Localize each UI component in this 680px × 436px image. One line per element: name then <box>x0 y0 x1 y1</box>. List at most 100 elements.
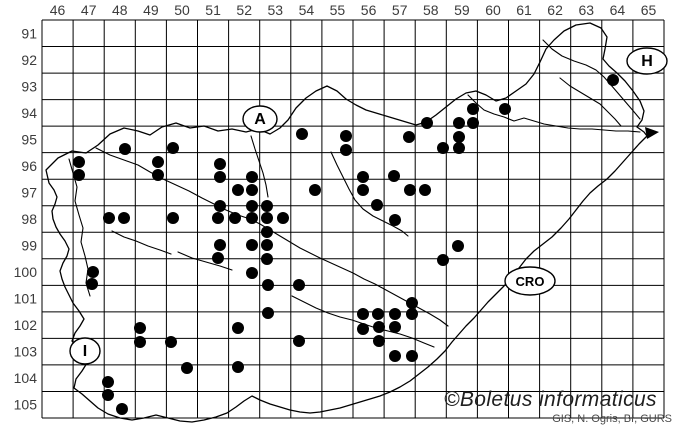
occurrence-dot <box>373 335 385 347</box>
occurrence-dot <box>357 323 369 335</box>
occurrence-dot <box>309 184 321 196</box>
occurrence-dot <box>103 212 115 224</box>
row-label: 99 <box>21 238 37 254</box>
occurrence-dot <box>116 403 128 415</box>
occurrence-dot <box>181 362 193 374</box>
col-label: 53 <box>268 2 284 18</box>
occurrence-dot <box>232 361 244 373</box>
occurrence-dot <box>389 308 401 320</box>
occurrence-dot <box>421 117 433 129</box>
occurrence-dot <box>246 212 258 224</box>
occurrence-dot <box>467 103 479 115</box>
occurrence-dot <box>167 212 179 224</box>
occurrence-dot <box>261 253 273 265</box>
col-label: 61 <box>516 2 532 18</box>
occurrence-dot <box>73 156 85 168</box>
occurrence-dot <box>246 200 258 212</box>
occurrence-dot <box>86 278 98 290</box>
row-label: 92 <box>21 52 37 68</box>
attribution-text: GIS, N. Ogris, BI, GURS <box>552 413 672 425</box>
grid-layer: 46 47 48 49 50 51 52 53 54 55 56 57 58 59 60 61 62 63 64 65… <box>14 2 665 419</box>
country-label-cro: CRO <box>516 274 545 289</box>
occurrence-dot <box>212 252 224 264</box>
occurrence-dot <box>214 158 226 170</box>
col-label: 63 <box>579 2 595 18</box>
occurrence-dot <box>73 169 85 181</box>
col-label: 52 <box>236 2 252 18</box>
col-label: 54 <box>299 2 315 18</box>
occurrence-dot <box>212 212 224 224</box>
row-label: 94 <box>21 105 37 121</box>
country-label-i: I <box>83 343 87 360</box>
col-label: 46 <box>50 2 66 18</box>
occurrence-dot <box>371 199 383 211</box>
row-label: 91 <box>21 25 37 41</box>
occurrence-dot <box>406 350 418 362</box>
occurrence-dot <box>246 171 258 183</box>
country-label-a: A <box>254 111 266 128</box>
country-ellipse-a <box>242 105 278 133</box>
occurrence-dot <box>152 169 164 181</box>
occurrence-dot <box>232 184 244 196</box>
occurrence-dot <box>134 336 146 348</box>
occurrence-dot <box>229 212 241 224</box>
country-ellipse-cro <box>504 266 556 296</box>
occurrence-dot <box>437 254 449 266</box>
occurrence-dot <box>261 212 273 224</box>
occurrence-dot <box>453 142 465 154</box>
occurrence-dot <box>152 156 164 168</box>
row-label: 98 <box>21 211 37 227</box>
occurrence-dot <box>373 321 385 333</box>
occurrence-dots-layer <box>73 74 619 415</box>
row-label: 105 <box>14 397 38 413</box>
occurrence-dot <box>453 131 465 143</box>
occurrence-dot <box>102 376 114 388</box>
col-label: 47 <box>81 2 97 18</box>
occurrence-dot <box>419 184 431 196</box>
row-label: 93 <box>21 78 37 94</box>
occurrence-dot <box>453 117 465 129</box>
row-label: 100 <box>14 264 38 280</box>
occurrence-dot <box>296 128 308 140</box>
occurrence-dot <box>452 240 464 252</box>
occurrence-dot <box>404 184 416 196</box>
occurrence-dot <box>293 335 305 347</box>
occurrence-dot <box>389 350 401 362</box>
occurrence-dot <box>437 142 449 154</box>
country-outline-and-rivers <box>45 22 659 423</box>
occurrence-dot <box>406 297 418 309</box>
occurrence-dot <box>389 321 401 333</box>
occurrence-dot <box>340 130 352 142</box>
row-label: 103 <box>14 344 38 360</box>
river-lines <box>68 39 641 348</box>
col-label: 64 <box>610 2 626 18</box>
country-ellipse-i <box>69 337 101 365</box>
country-ellipse-h <box>626 47 668 75</box>
occurrence-dot <box>246 184 258 196</box>
occurrence-dot <box>261 226 273 238</box>
row-label: 97 <box>21 185 37 201</box>
col-label: 55 <box>330 2 346 18</box>
row-label: 96 <box>21 158 37 174</box>
occurrence-dot <box>232 322 244 334</box>
occurrence-dot <box>118 212 130 224</box>
country-label-h: H <box>641 53 653 70</box>
occurrence-dot <box>357 171 369 183</box>
country-labels-layer: A H CRO I <box>69 47 668 365</box>
occurrence-dot <box>607 74 619 86</box>
occurrence-dot <box>261 239 273 251</box>
occurrence-dot <box>372 308 384 320</box>
occurrence-dot <box>357 308 369 320</box>
col-label: 50 <box>174 2 190 18</box>
watermark-text: ©Boletus informaticus <box>444 388 657 411</box>
occurrence-dot <box>406 308 418 320</box>
col-label: 58 <box>423 2 439 18</box>
col-label: 49 <box>143 2 159 18</box>
occurrence-dot <box>499 103 511 115</box>
occurrence-dot <box>277 212 289 224</box>
country-border <box>45 22 648 423</box>
col-label: 56 <box>361 2 377 18</box>
occurrence-dot <box>388 170 400 182</box>
col-label: 59 <box>454 2 470 18</box>
